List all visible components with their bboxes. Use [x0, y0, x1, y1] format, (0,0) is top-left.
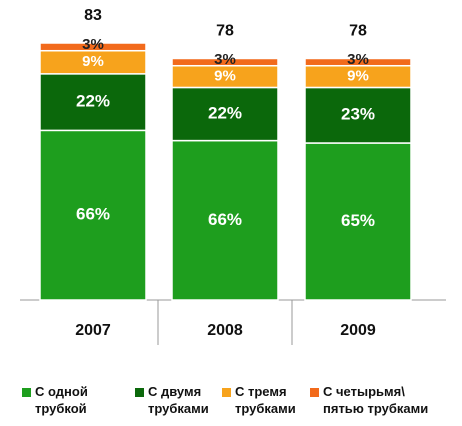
bar-segment — [39, 42, 147, 52]
data-label: 9% — [82, 53, 104, 70]
bar-segment — [171, 57, 279, 67]
data-label: 9% — [347, 68, 369, 85]
data-label: 3% — [214, 51, 236, 68]
x-tick-label: 2007 — [75, 322, 111, 339]
data-label: 3% — [82, 36, 104, 53]
legend-swatch — [310, 388, 319, 397]
legend-label: С одной трубкой — [35, 384, 88, 416]
data-label: 3% — [347, 51, 369, 68]
x-tick-label: 2009 — [340, 322, 376, 339]
x-tick-label: 2008 — [207, 322, 243, 339]
legend-label: С четырьмя\ пятью трубками — [323, 384, 429, 416]
data-label: 22% — [208, 104, 242, 123]
bar-segment — [39, 129, 147, 301]
total-label: 83 — [84, 7, 102, 24]
total-label: 78 — [216, 23, 234, 40]
data-label: 66% — [76, 205, 110, 224]
chart: 66%22%9%3%83200766%22%9%3%78200865%23%9%… — [20, 7, 446, 345]
legend-swatch — [222, 388, 231, 397]
bar-segment — [304, 57, 412, 67]
data-label: 65% — [341, 211, 375, 230]
legend-label: С тремя трубками — [235, 384, 296, 416]
data-label: 9% — [214, 68, 236, 85]
total-label: 78 — [349, 23, 367, 40]
data-label: 66% — [208, 210, 242, 229]
legend-swatch — [22, 388, 31, 397]
data-label: 22% — [76, 92, 110, 111]
legend-label: С двумя трубками — [148, 384, 209, 416]
legend-swatch — [135, 388, 144, 397]
data-label: 23% — [341, 105, 375, 124]
